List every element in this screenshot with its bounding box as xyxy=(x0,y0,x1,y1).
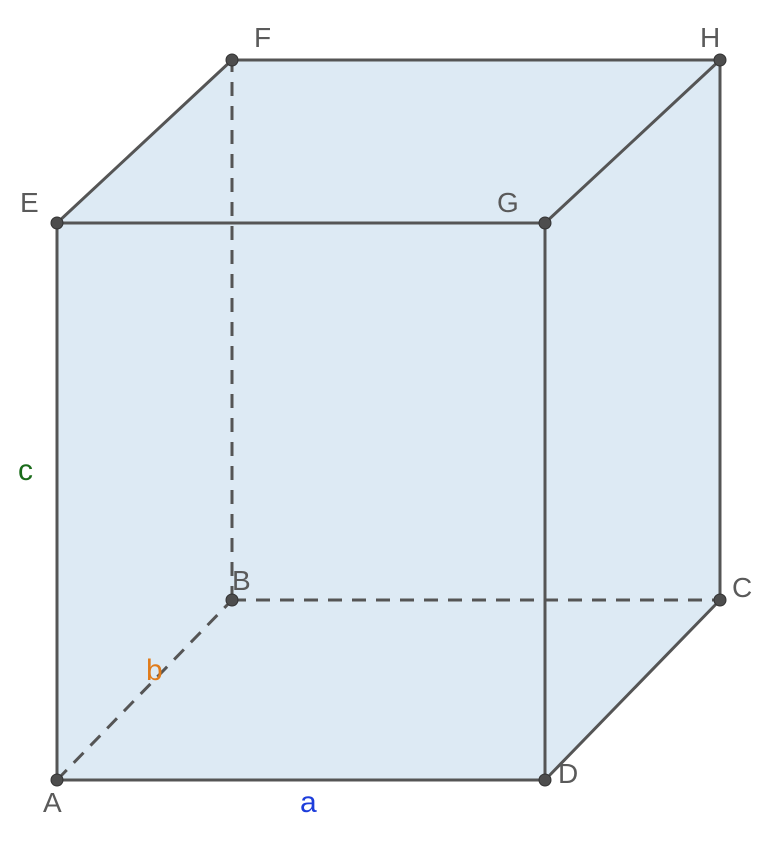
cuboid-diagram: A B C D E F G Ha b c xyxy=(0,0,768,850)
vertex-dot-F xyxy=(226,54,238,66)
vertex-label-A: A xyxy=(43,787,62,818)
edge-label-b: b xyxy=(146,654,163,687)
vertex-label-F: F xyxy=(254,22,271,53)
edge-label-c: c xyxy=(18,454,33,487)
vertex-label-D: D xyxy=(558,758,578,789)
edge-label-a: a xyxy=(300,786,317,819)
vertex-dot-E xyxy=(51,217,63,229)
vertex-dot-C xyxy=(714,594,726,606)
vertex-label-H: H xyxy=(700,22,720,53)
vertex-label-E: E xyxy=(20,187,39,218)
vertex-label-B: B xyxy=(232,565,251,596)
vertex-label-C: C xyxy=(732,572,752,603)
face-front xyxy=(57,223,545,780)
vertex-dot-G xyxy=(539,217,551,229)
vertex-dot-H xyxy=(714,54,726,66)
vertex-label-G: G xyxy=(497,187,519,218)
vertex-dot-A xyxy=(51,774,63,786)
vertex-dot-D xyxy=(539,774,551,786)
